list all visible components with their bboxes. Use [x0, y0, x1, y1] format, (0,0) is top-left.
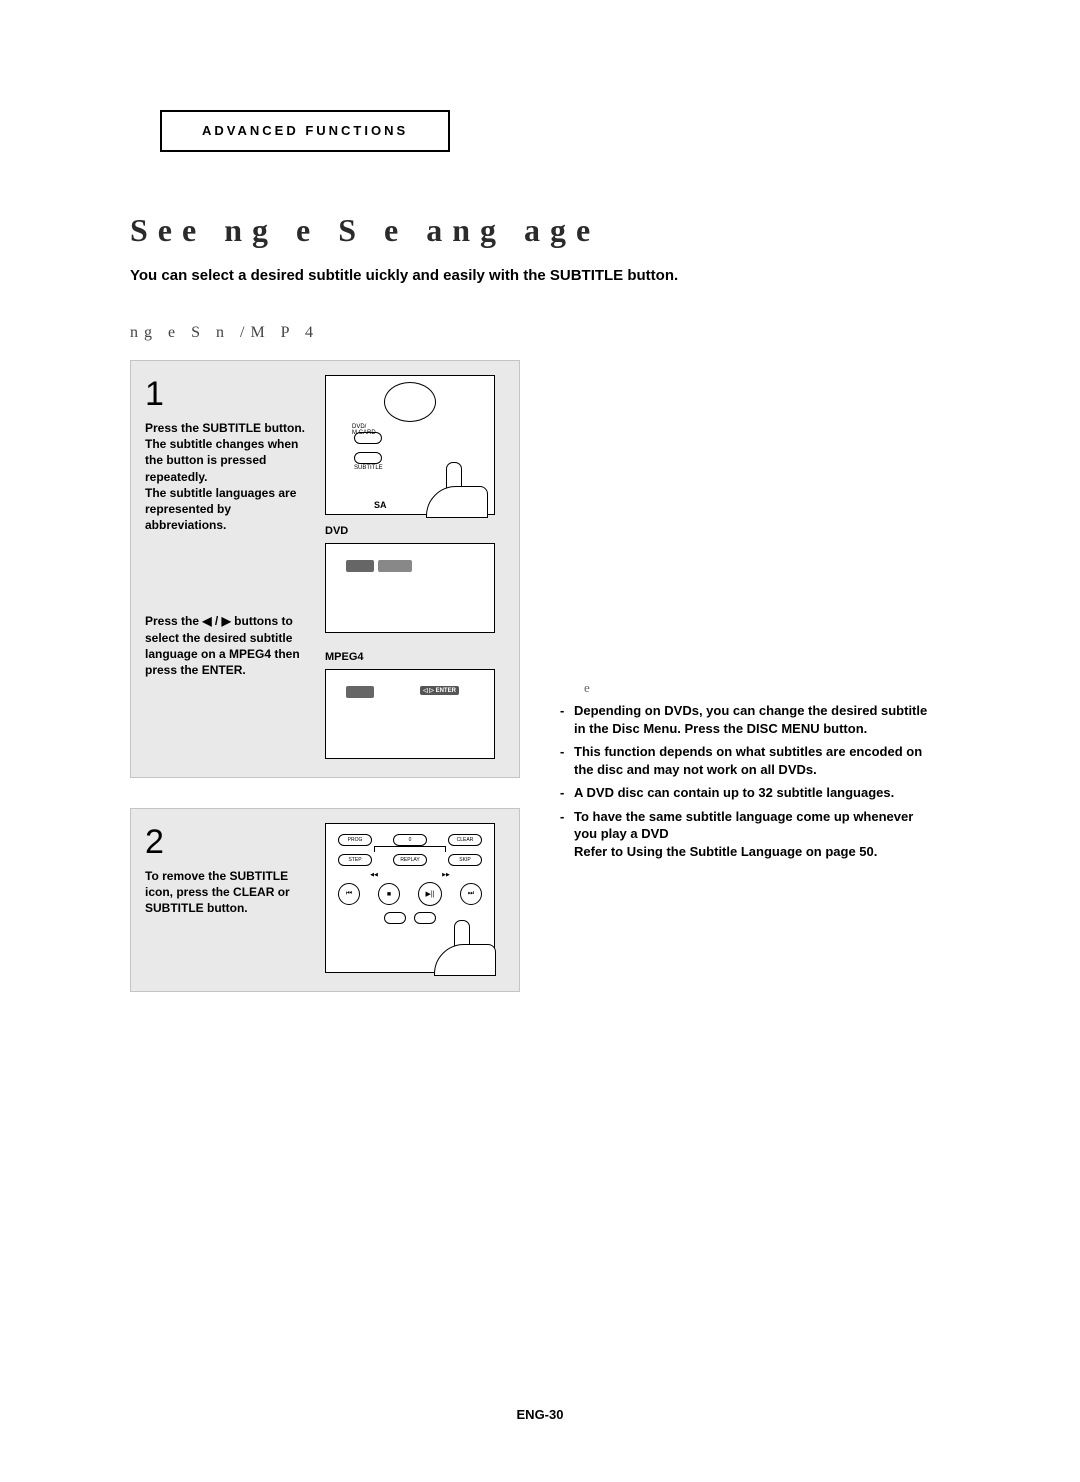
next-button-icon: ⏭: [460, 883, 482, 905]
step-1-block: 1 Press the SUBTITLE button. The subtitl…: [130, 360, 520, 778]
hand-icon: [398, 906, 498, 974]
note-item: To have the same subtitle language come …: [560, 808, 940, 861]
page-number: ENG-30: [0, 1407, 1080, 1422]
skip-button-icon: SKIP: [448, 854, 482, 866]
mpeg4-screen-diagram: ◁ ▷ ENTER: [325, 669, 495, 759]
subtitle-button-icon: [354, 452, 382, 464]
step-1-number: 1: [145, 375, 315, 414]
dvd-mcard-label: DVD/ M.CARD: [352, 424, 376, 436]
instant-bracket-icon: [374, 846, 446, 852]
play-pause-button-icon: ▶||: [418, 882, 442, 906]
subtitle-button-label: SUBTITLE: [354, 465, 383, 471]
step-1-text-mpeg: Press the ◀ / ▶ buttons to select the de…: [145, 613, 315, 678]
step-2-number: 2: [145, 823, 315, 862]
manual-page: ADVANCED FUNCTIONS See ng e S e ang age …: [0, 0, 1080, 1482]
note-list: Depending on DVDs, you can change the de…: [560, 702, 940, 860]
prog-button-icon: PROG: [338, 834, 372, 846]
note-item: A DVD disc can contain up to 32 subtitle…: [560, 784, 940, 802]
dpad-icon: [384, 382, 436, 422]
osd-chip2-icon: [378, 560, 412, 572]
dvd-label: DVD: [325, 525, 505, 537]
hand-icon: [390, 448, 490, 516]
dvd-screen-diagram: [325, 543, 495, 633]
enter-badge: ◁ ▷ ENTER: [420, 686, 459, 695]
step-2-text: To remove the SUBTITLE icon, press the C…: [145, 868, 315, 917]
note-heading: e: [560, 680, 940, 696]
note-section: e Depending on DVDs, you can change the …: [560, 680, 940, 866]
step-button-icon: STEP: [338, 854, 372, 866]
replay-button-icon: REPLAY: [393, 854, 427, 866]
note-item: This function depends on what subtitles …: [560, 743, 940, 778]
remote-diagram-full: PROG 0 CLEAR STEP REPLAY SKIP ◀◀ ▶▶: [325, 823, 495, 973]
mpeg4-label: MPEG4: [325, 651, 505, 663]
osd-chip-icon: [346, 686, 374, 698]
osd-chip-icon: [346, 560, 374, 572]
stop-button-icon: ■: [378, 883, 400, 905]
section-label: ADVANCED FUNCTIONS: [202, 123, 408, 138]
clear-button-icon: CLEAR: [448, 834, 482, 846]
sa-label: SA: [374, 500, 387, 510]
prev-button-icon: ⏮: [338, 883, 360, 905]
using-subtitle-title: ng e S n /M P 4: [130, 324, 950, 342]
fwd-label: ▶▶: [442, 872, 450, 878]
page-subtitle: You can select a desired subtitle uickly…: [130, 267, 950, 284]
remote-diagram-top: DVD/ M.CARD SUBTITLE SA: [325, 375, 495, 515]
step-1-text: Press the SUBTITLE button. The subtitle …: [145, 420, 315, 533]
zero-button-icon: 0: [393, 834, 427, 846]
step-2-block: 2 To remove the SUBTITLE icon, press the…: [130, 808, 520, 992]
rew-label: ◀◀: [370, 872, 378, 878]
note-item: Depending on DVDs, you can change the de…: [560, 702, 940, 737]
page-title: See ng e S e ang age: [130, 212, 950, 249]
section-badge: ADVANCED FUNCTIONS: [160, 110, 450, 152]
